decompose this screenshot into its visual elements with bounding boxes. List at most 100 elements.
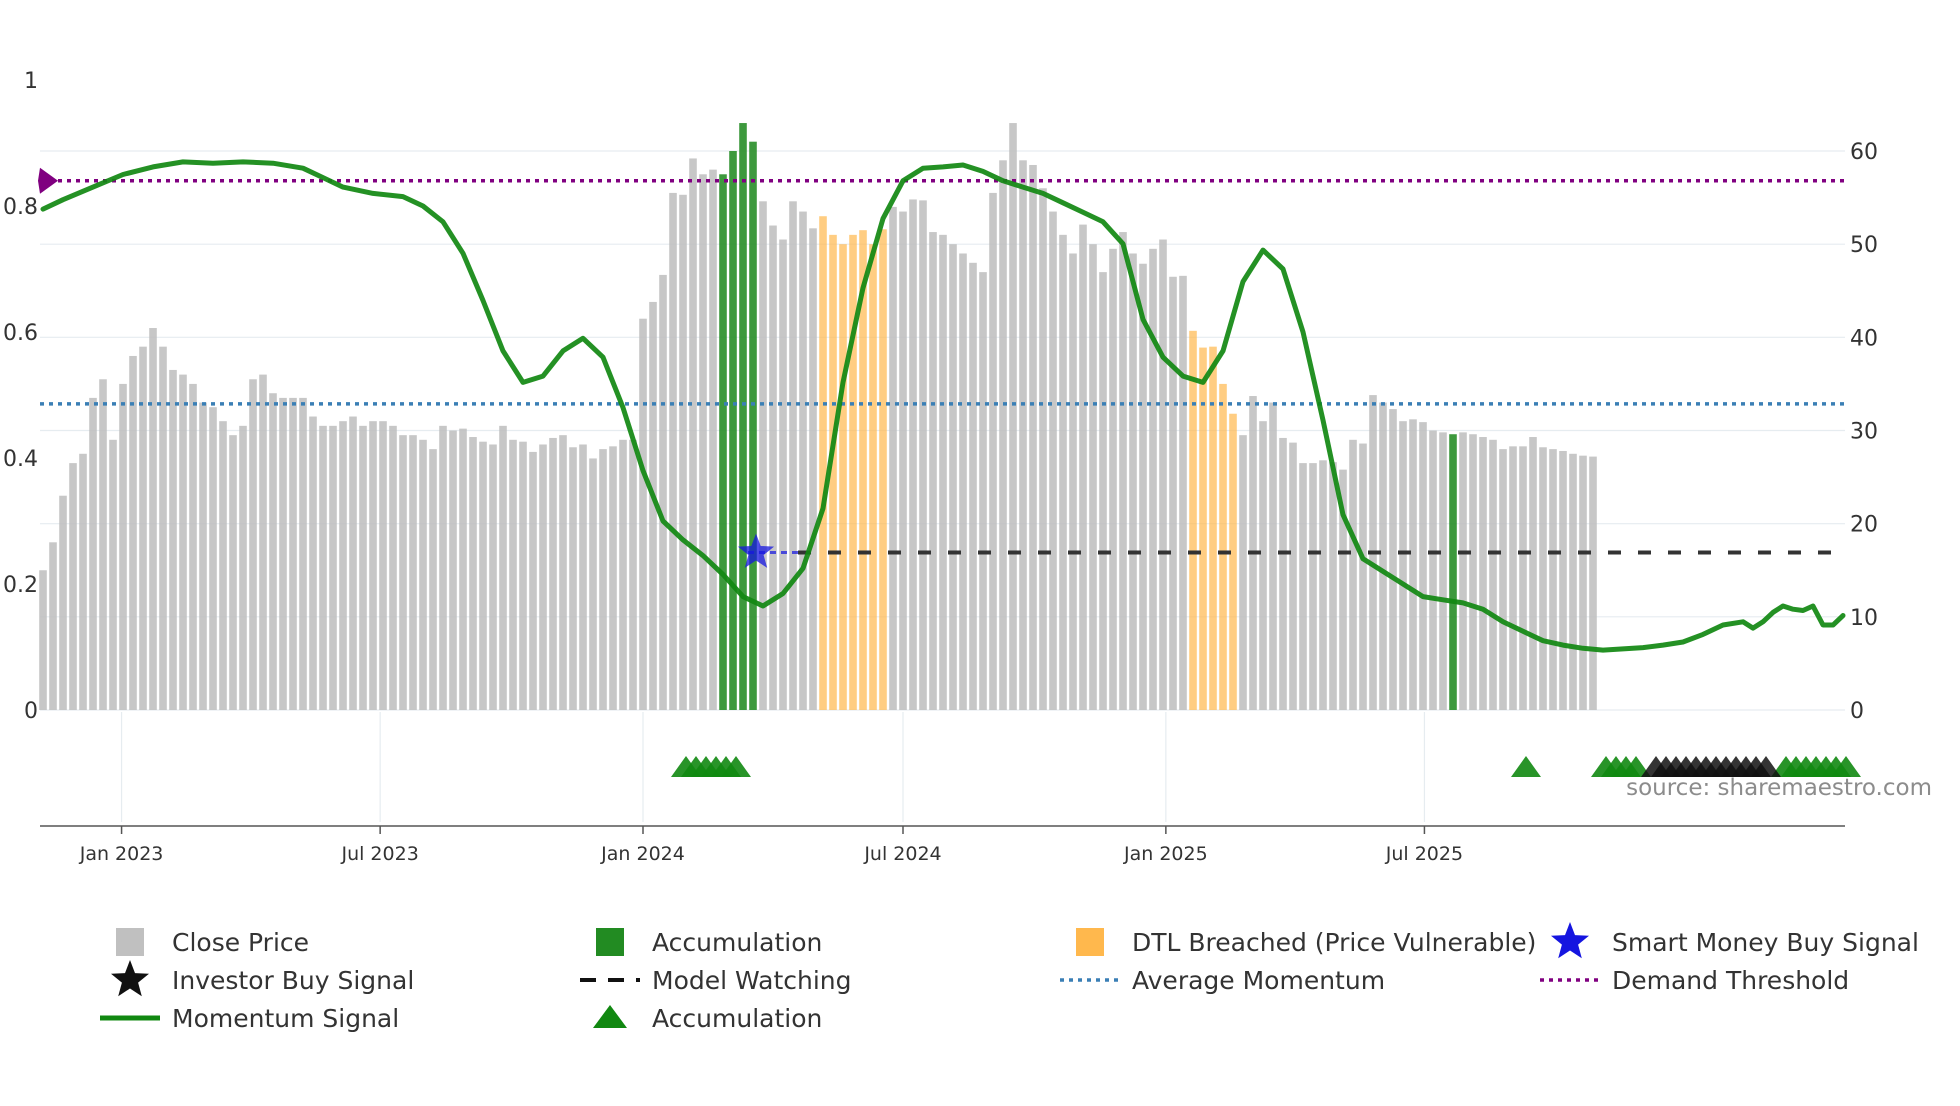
legend-label: Model Watching — [652, 966, 852, 995]
accumulation-bar — [729, 151, 737, 710]
dtl-breached-bar — [839, 244, 847, 710]
close-price-bar — [1019, 160, 1027, 711]
close-price-bar — [299, 397, 307, 710]
close-price-bar — [999, 160, 1007, 711]
y-left-tick-label: 0.2 — [3, 573, 38, 598]
close-price-bar — [1479, 437, 1487, 710]
momentum-signal-line — [40, 159, 1846, 653]
dtl-breached-bar — [1229, 413, 1237, 710]
close-price-bar — [259, 374, 267, 710]
close-price-bar — [1139, 263, 1147, 710]
dtl-breached-bar — [859, 230, 867, 711]
close-price-bar — [119, 383, 127, 710]
close-price-bar — [1159, 239, 1167, 710]
close-price-bar — [169, 369, 177, 710]
close-price-bar — [1499, 449, 1507, 710]
close-price-bar — [1099, 272, 1107, 710]
close-price-bar — [1259, 421, 1267, 710]
close-price-bar — [629, 439, 637, 710]
x-tick-label: Jul 2023 — [340, 843, 418, 865]
legend-item: Accumulation — [593, 1004, 822, 1033]
close-price-bar — [149, 328, 157, 710]
close-price-bar — [479, 441, 487, 710]
close-price-bar — [609, 446, 617, 710]
close-price-bar — [559, 435, 567, 710]
x-tick-label: Jul 2025 — [1385, 843, 1463, 865]
dtl-breached-bar — [819, 216, 827, 710]
legend-item: Average Momentum — [1060, 966, 1385, 995]
close-price-bar — [709, 169, 717, 711]
legend-item: Momentum Signal — [100, 1004, 399, 1033]
dtl-breached-bar — [829, 234, 837, 710]
close-price-bar — [379, 421, 387, 710]
source-attribution: source: sharemaestro.com — [1626, 775, 1932, 801]
close-price-bar — [199, 402, 207, 710]
close-price-bar — [1489, 439, 1497, 710]
close-price-bar — [599, 449, 607, 710]
close-price-bar — [449, 430, 457, 710]
x-tick-label: Jan 2025 — [1123, 843, 1208, 865]
close-price-bar — [1399, 421, 1407, 710]
close-price-bar — [59, 495, 67, 710]
y-right-tick-label: 30 — [1850, 420, 1878, 445]
close-price-bar — [369, 421, 377, 710]
close-price-bar — [1169, 276, 1177, 710]
close-price-bar — [129, 355, 137, 710]
close-price-bar — [1329, 462, 1337, 710]
close-price-bar — [759, 201, 767, 710]
close-price-bar — [1469, 434, 1477, 710]
dtl-breached-bar — [1199, 347, 1207, 710]
close-price-bar — [689, 158, 697, 710]
y-right-tick-label: 10 — [1850, 606, 1878, 631]
close-price-bar — [1339, 469, 1347, 710]
close-price-bar — [209, 407, 217, 710]
close-price-bar — [469, 437, 477, 710]
legend-item: Model Watching — [580, 966, 852, 995]
legend-swatch-square — [1076, 928, 1104, 956]
close-price-bar — [329, 425, 337, 710]
legend-item: Accumulation — [596, 928, 822, 957]
close-price-bar — [1069, 253, 1077, 710]
close-price-bar — [779, 239, 787, 710]
close-price-bar — [1589, 456, 1597, 710]
close-price-bar — [589, 458, 597, 710]
x-tick-label: Jan 2023 — [79, 843, 164, 865]
close-price-bar — [1429, 430, 1437, 710]
legend-item: DTL Breached (Price Vulnerable) — [1076, 928, 1536, 957]
close-price-bar — [699, 174, 707, 710]
close-price-bar — [309, 416, 317, 710]
close-price-bar — [1059, 234, 1067, 710]
legend-label: Accumulation — [652, 928, 822, 957]
close-price-bar — [789, 201, 797, 710]
bars-layer — [39, 123, 1597, 711]
close-price-bar — [1009, 123, 1017, 711]
close-price-bar — [1349, 439, 1357, 710]
y-right-tick-label: 40 — [1850, 326, 1878, 351]
legend-label: Demand Threshold — [1612, 966, 1849, 995]
close-price-bar — [1549, 449, 1557, 710]
close-price-bar — [1269, 402, 1277, 710]
legend-item: Smart Money Buy Signal — [1551, 922, 1919, 959]
close-price-bar — [809, 228, 817, 710]
close-price-bar — [249, 379, 257, 710]
close-price-bar — [159, 346, 167, 710]
close-price-bar — [639, 318, 647, 710]
close-price-bar — [439, 425, 447, 710]
close-price-bar — [1439, 432, 1447, 710]
close-price-bar — [1419, 422, 1427, 710]
close-price-bar — [619, 439, 627, 710]
dtl-breached-bar — [1189, 330, 1197, 710]
close-price-bar — [409, 435, 417, 710]
close-price-bar — [919, 200, 927, 710]
y-left-tick-label: 0 — [24, 699, 38, 724]
close-price-bar — [1179, 275, 1187, 710]
close-price-bar — [69, 463, 77, 710]
close-price-bar — [519, 441, 527, 710]
close-price-bar — [359, 425, 367, 710]
close-price-bar — [979, 272, 987, 710]
close-price-bar — [909, 199, 917, 711]
close-price-bar — [1569, 453, 1577, 710]
y-right-tick-label: 0 — [1850, 699, 1864, 724]
close-price-bar — [569, 447, 577, 710]
